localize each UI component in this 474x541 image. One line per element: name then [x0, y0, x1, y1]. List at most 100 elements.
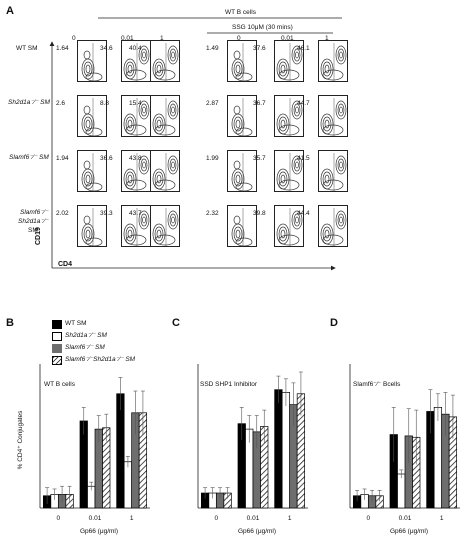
facs-contour — [295, 106, 299, 114]
facs-value: 2.87 — [206, 100, 219, 107]
facs-contour — [322, 69, 344, 81]
facs-contour — [125, 124, 147, 136]
facs-contour — [83, 160, 91, 170]
facs-contour — [125, 171, 135, 187]
facs-contour — [171, 216, 175, 224]
facs-contour — [291, 155, 303, 175]
facs-contour — [138, 210, 150, 230]
facs-contour — [324, 174, 330, 184]
facs-contour — [235, 174, 241, 184]
facs-contour — [233, 171, 243, 187]
facs-value: 44.4 — [297, 210, 310, 217]
facs-contour — [154, 179, 176, 191]
facs-contour — [169, 48, 177, 62]
facs-contour — [278, 116, 288, 132]
facs-contour — [293, 103, 301, 117]
facs-contour — [278, 61, 288, 77]
facs-contour — [169, 158, 177, 172]
facs-value: 1.64 — [56, 45, 69, 52]
facs-contour — [127, 119, 133, 129]
facs-value: 2.32 — [206, 210, 219, 217]
bar — [123, 461, 133, 509]
facs-contour — [169, 103, 177, 117]
facs-contour — [156, 229, 162, 239]
facs-plot — [318, 205, 348, 247]
x-axis-label-cd4: CD4 — [58, 261, 73, 268]
chart-title: SSD SHP1 Inhibitor — [200, 381, 258, 388]
facs-plot — [121, 205, 151, 247]
facs-contour — [85, 64, 91, 74]
facs-contour — [233, 215, 241, 225]
facs-contour — [85, 237, 103, 246]
facs-contour — [154, 171, 164, 187]
facs-contour — [322, 234, 344, 246]
facs-contour — [83, 215, 91, 225]
facs-contour — [278, 226, 288, 242]
facs-plot — [274, 95, 304, 137]
facs-contour — [322, 61, 332, 77]
facs-contour — [337, 158, 345, 172]
facs-contour — [278, 234, 300, 246]
facs-value: 36.6 — [100, 155, 113, 162]
facs-contour — [85, 229, 91, 239]
legend-swatch-double — [52, 356, 62, 365]
facs-value: 44.7 — [297, 100, 310, 107]
facs-contour — [235, 119, 241, 129]
x-tick-label: 1 — [130, 515, 134, 522]
dose-label: 0 — [72, 35, 76, 42]
facs-contour — [125, 116, 135, 132]
facs-plot — [150, 205, 180, 247]
x-axis-label: Gp66 (μg/ml) — [238, 528, 276, 535]
row-label-sh2d1a: Sh2d1a⁻⁄⁻ SM — [8, 99, 50, 106]
facs-contour — [142, 161, 146, 169]
panel-b-letter: B — [6, 317, 14, 329]
row-label-slamf6: Slamf6⁻⁄⁻ SM — [9, 154, 49, 161]
facs-value: 37.6 — [253, 45, 266, 52]
facs-contour — [280, 229, 286, 239]
facs-contour — [235, 237, 253, 246]
facs-contour — [278, 69, 300, 81]
facs-value: 41.5 — [297, 155, 310, 162]
facs-value: 34.6 — [100, 45, 113, 52]
x-tick-label: 0.01 — [247, 515, 260, 522]
facs-contour — [322, 226, 332, 242]
legend-swatch-slamf6 — [52, 344, 62, 353]
facs-contour — [293, 158, 301, 172]
facs-value: 15.4 — [129, 100, 142, 107]
legend-swatch-sh2d1a — [52, 332, 62, 341]
x-axis-label: Gp66 (μg/ml) — [80, 528, 118, 535]
facs-plot — [77, 95, 107, 137]
dose-label: 0.01 — [281, 35, 294, 42]
facs-contour — [142, 106, 146, 114]
facs-contour — [83, 105, 91, 115]
facs-plot — [274, 205, 304, 247]
facs-contour — [140, 48, 148, 62]
x-tick-label: 0.01 — [399, 515, 412, 522]
facs-contour — [156, 64, 162, 74]
row-label-double-line3: SM — [28, 227, 38, 234]
facs-contour — [322, 179, 344, 191]
facs-contour — [324, 119, 330, 129]
facs-value: 1.99 — [206, 155, 219, 162]
facs-contour — [280, 64, 286, 74]
facs-value: 43.7 — [129, 210, 142, 217]
facs-contour — [233, 160, 241, 170]
facs-plot — [121, 40, 151, 82]
facs-contour — [339, 161, 343, 169]
facs-contour — [83, 61, 93, 77]
facs-contour — [154, 116, 164, 132]
facs-contour — [171, 161, 175, 169]
facs-contour — [154, 124, 176, 136]
facs-contour — [280, 174, 286, 184]
facs-contour — [335, 210, 347, 230]
facs-contour — [138, 45, 150, 65]
facs-contour — [235, 72, 253, 81]
panel-a-header-lines — [98, 17, 342, 34]
facs-contour — [233, 105, 241, 115]
panel-d-letter: D — [330, 317, 338, 329]
facs-contour — [291, 100, 303, 120]
facs-plot — [150, 40, 180, 82]
x-tick-label: 1 — [288, 515, 292, 522]
facs-contour — [291, 45, 303, 65]
